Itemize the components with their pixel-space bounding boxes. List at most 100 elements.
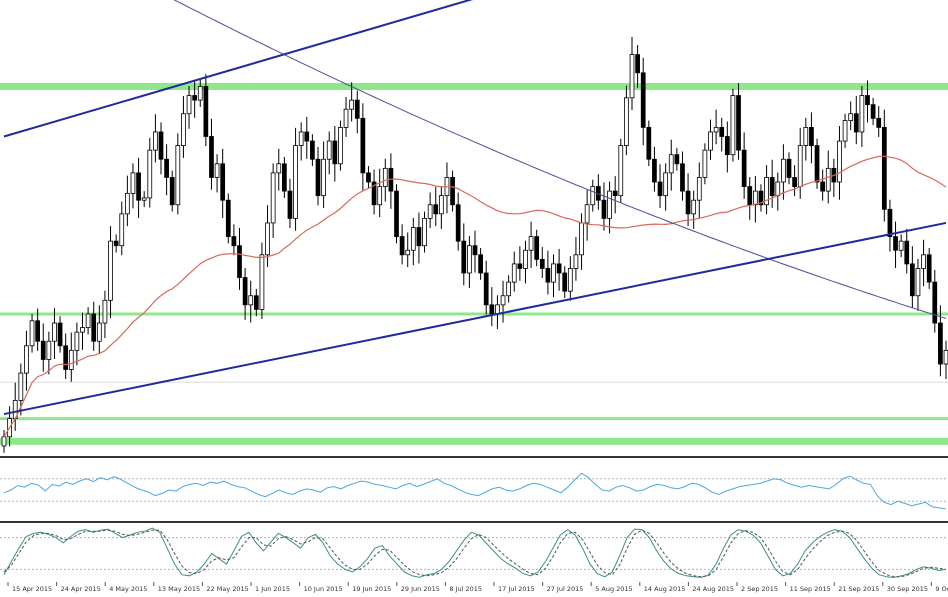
candle-body <box>405 249 411 256</box>
candlestick <box>590 179 596 212</box>
candlestick <box>870 97 876 126</box>
candle-body <box>803 127 809 147</box>
candlestick <box>640 57 646 146</box>
candle-body <box>231 236 237 247</box>
candlestick <box>842 113 848 148</box>
candle-body <box>691 199 697 215</box>
candle-body <box>315 158 321 197</box>
candle-body <box>567 268 573 292</box>
candlestick <box>769 159 775 208</box>
candlestick <box>708 119 713 160</box>
oscillator-panel <box>0 472 948 510</box>
candlestick <box>52 308 57 359</box>
x-tick-label: 1 Jun 2015 <box>255 585 290 593</box>
candle-body <box>870 104 876 119</box>
candle-body <box>674 154 680 165</box>
candlestick <box>517 246 523 281</box>
x-tick-label: 14 Aug 2015 <box>644 585 686 593</box>
candle-body <box>652 158 657 183</box>
trendline <box>3 221 947 416</box>
candlestick <box>287 178 293 228</box>
candle-body <box>624 97 629 146</box>
candle-body <box>562 272 568 292</box>
candlestick <box>898 234 904 258</box>
stochastic-main-line <box>3 527 947 578</box>
candlestick <box>915 258 921 311</box>
candle-body <box>153 131 158 151</box>
candlestick <box>865 80 870 123</box>
candle-body <box>579 222 584 256</box>
candlestick <box>551 254 556 298</box>
candle-body <box>74 331 80 351</box>
x-tick-label: 21 Sep 2015 <box>838 585 879 593</box>
candle-body <box>248 295 254 306</box>
candlestick <box>259 242 265 319</box>
candlestick <box>326 131 332 175</box>
candlestick <box>730 88 736 162</box>
candle-body <box>612 190 618 197</box>
candlestick <box>225 193 231 244</box>
candle-body <box>489 304 495 315</box>
candlestick <box>270 163 276 238</box>
candle-body <box>943 349 948 365</box>
candle-body <box>197 86 203 101</box>
candle-body <box>108 240 113 301</box>
candle-body <box>438 195 444 215</box>
candle-body <box>938 322 943 365</box>
candlestick <box>248 280 254 323</box>
candlestick <box>63 333 69 380</box>
candle-body <box>663 172 669 197</box>
candlestick <box>399 224 405 265</box>
x-tick-label: 27 Jul 2015 <box>547 585 584 593</box>
candle-body <box>495 304 500 315</box>
candlestick <box>674 147 680 171</box>
candle-body <box>141 197 147 201</box>
candlestick <box>136 157 141 218</box>
x-tick-label: 8 Jul 2015 <box>449 585 482 593</box>
candlestick <box>736 83 741 160</box>
candle-body <box>752 190 758 206</box>
candlestick <box>164 144 169 196</box>
candlestick <box>792 165 797 197</box>
candlestick <box>909 246 915 309</box>
candlestick <box>539 247 545 279</box>
x-tick-label: 9 Oct 2015 <box>935 585 948 593</box>
candlestick <box>523 240 528 284</box>
candle-body <box>80 327 85 333</box>
candle-body <box>169 177 175 206</box>
candle-body <box>29 320 35 347</box>
candle-body <box>416 227 422 247</box>
candle-body <box>35 320 41 342</box>
candlestick <box>478 247 483 280</box>
candle-body <box>837 140 842 183</box>
candlestick <box>332 126 338 182</box>
candle-body <box>747 186 753 206</box>
candlestick <box>881 109 887 222</box>
candle-body <box>921 254 926 269</box>
candlestick <box>433 187 439 227</box>
candle-body <box>926 254 932 283</box>
candlestick <box>450 170 455 212</box>
candlestick <box>175 133 181 215</box>
candlestick <box>438 186 444 229</box>
candlestick <box>657 164 663 208</box>
candlestick <box>489 287 495 327</box>
candlestick <box>668 139 674 191</box>
candle-body <box>736 95 741 151</box>
candlestick <box>741 132 747 199</box>
stochastic-panel <box>0 527 948 578</box>
candle-body <box>371 181 377 206</box>
candle-body <box>427 204 433 219</box>
candlestick <box>29 313 35 353</box>
candle-body <box>394 190 399 238</box>
candlestick <box>506 275 512 303</box>
candlestick <box>461 223 467 286</box>
candle-body <box>680 163 685 192</box>
candlestick <box>820 169 826 201</box>
candle-body <box>741 149 747 187</box>
candle-body <box>528 236 534 251</box>
candlestick <box>186 85 192 129</box>
candlestick <box>876 106 882 137</box>
candle-body <box>276 163 282 174</box>
candlestick <box>556 248 562 291</box>
